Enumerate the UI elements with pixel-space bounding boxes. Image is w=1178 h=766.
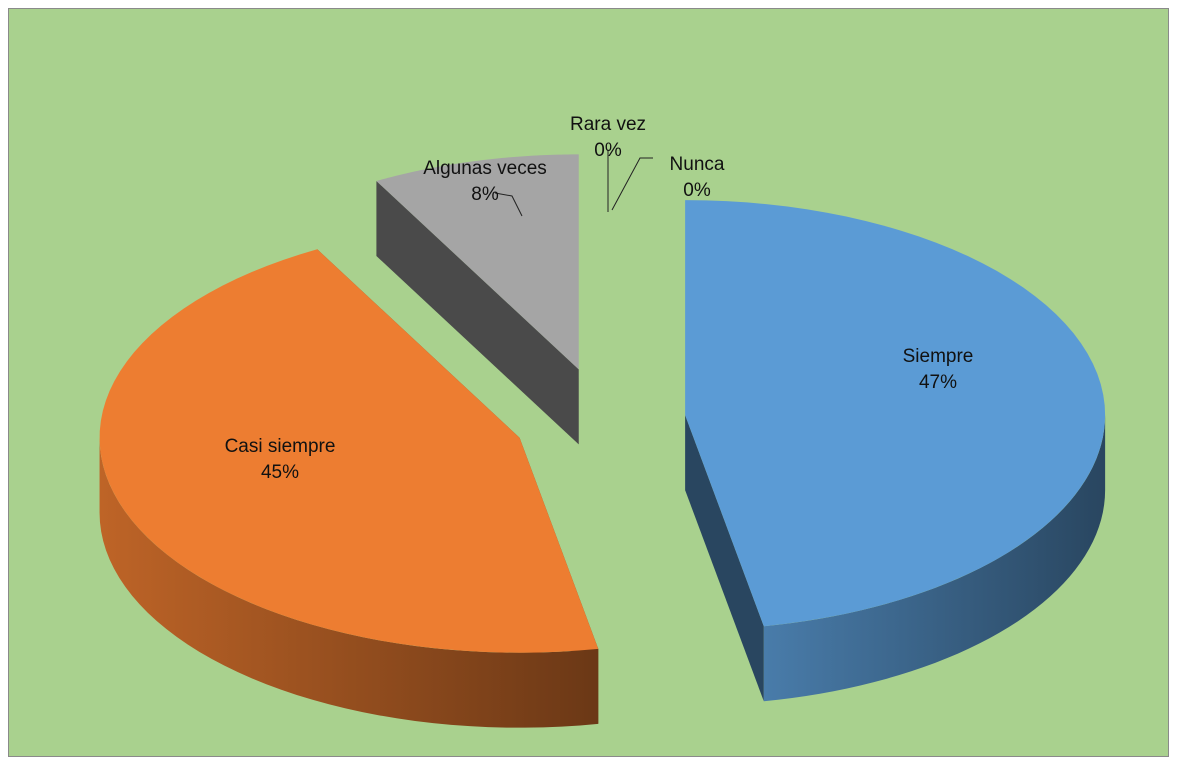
category-label: Siempre — [903, 346, 974, 367]
leader-line — [494, 192, 523, 217]
category-label: Rara vez — [570, 114, 646, 135]
slice — [99, 249, 599, 728]
value-label: 8% — [471, 184, 499, 205]
category-label: Algunas veces — [423, 158, 547, 179]
value-label: 47% — [919, 372, 957, 393]
slice-top — [376, 154, 579, 370]
slice-side — [99, 437, 599, 728]
category-label: Nunca — [670, 154, 725, 175]
slice-wall — [685, 415, 764, 702]
data-label: Algunas veces 8% — [423, 158, 547, 205]
slice — [376, 154, 579, 445]
data-label: Siempre 47% — [903, 346, 974, 393]
leader-line — [611, 157, 653, 211]
slice — [685, 200, 1106, 702]
slice-top — [99, 249, 599, 653]
value-label: 0% — [683, 180, 711, 201]
category-label: Casi siempre — [225, 436, 336, 457]
value-label: 0% — [594, 140, 622, 161]
value-label: 45% — [261, 462, 299, 483]
data-label: Rara vez 0% — [570, 114, 646, 161]
slice-wall — [376, 180, 579, 445]
slice-side — [763, 415, 1106, 702]
data-label: Nunca 0% — [670, 154, 725, 201]
slice-top — [685, 200, 1106, 627]
data-label: Casi siempre 45% — [225, 436, 336, 483]
